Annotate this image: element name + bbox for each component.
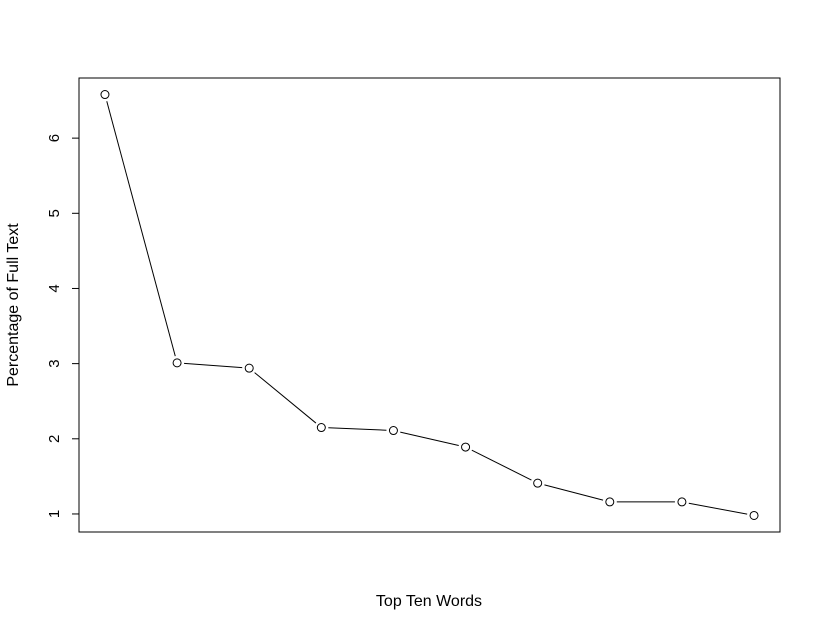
data-point [172, 358, 182, 368]
y-tick-label: 6 [46, 134, 63, 142]
y-axis: 1 2 3 4 5 6 [46, 134, 79, 518]
data-point [100, 90, 110, 100]
y-tick-label: 1 [46, 510, 63, 518]
data-point [244, 363, 254, 373]
data-point [749, 510, 759, 520]
series-line-segment [544, 484, 604, 501]
series-line-segment [184, 362, 243, 369]
y-tick-label: 3 [46, 359, 63, 367]
series-line-segment [106, 101, 176, 357]
data-point [316, 423, 326, 433]
data-point [533, 478, 543, 488]
y-axis-label: Percentage of Full Text [5, 223, 22, 387]
series-line-segment [471, 449, 532, 481]
data-point [388, 426, 398, 436]
series-line-segment [400, 431, 459, 446]
series-line-segment [254, 372, 317, 424]
data-point [461, 442, 471, 452]
data-point [605, 497, 615, 507]
data-points [100, 90, 759, 520]
y-tick-label: 2 [46, 435, 63, 443]
series-line-segment [688, 502, 748, 515]
y-tick-label: 4 [46, 284, 63, 292]
series-line-group [106, 101, 748, 515]
series-line-segment [328, 427, 387, 431]
y-tick-label: 5 [46, 209, 63, 217]
plot-frame [78, 77, 781, 533]
x-axis-label: Top Ten Words [376, 593, 482, 610]
data-point [677, 497, 687, 507]
